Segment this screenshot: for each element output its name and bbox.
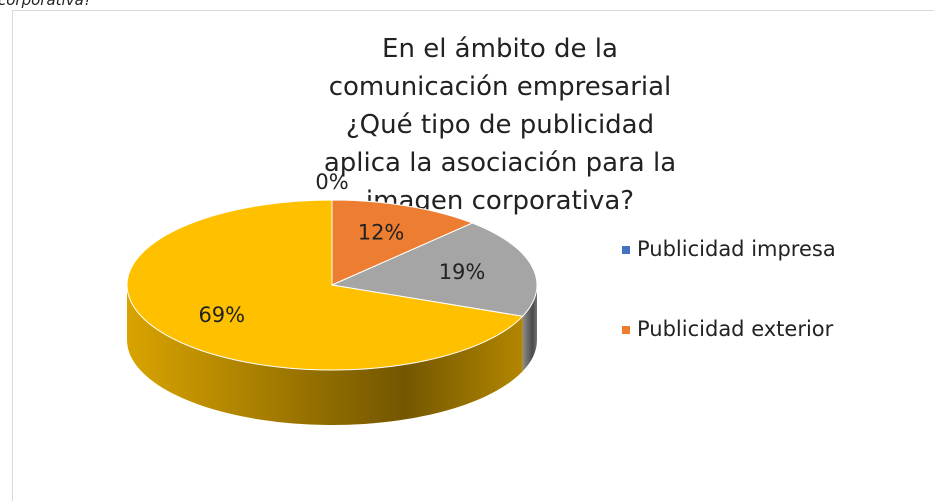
legend-marker bbox=[622, 246, 630, 254]
data-label: 0% bbox=[315, 170, 348, 194]
chart-frame bbox=[12, 10, 934, 501]
legend-marker bbox=[622, 326, 630, 334]
data-label: 12% bbox=[358, 221, 405, 245]
caption: corporativa? bbox=[0, 0, 92, 9]
legend-label: Publicidad impresa bbox=[637, 237, 836, 261]
slice bbox=[331, 199, 474, 286]
data-label: 69% bbox=[198, 303, 245, 327]
data-label: 19% bbox=[439, 260, 486, 284]
legend-label: Publicidad exterior bbox=[637, 317, 834, 341]
side-shade bbox=[522, 285, 537, 372]
slice bbox=[126, 199, 524, 371]
side-shade bbox=[127, 285, 523, 425]
